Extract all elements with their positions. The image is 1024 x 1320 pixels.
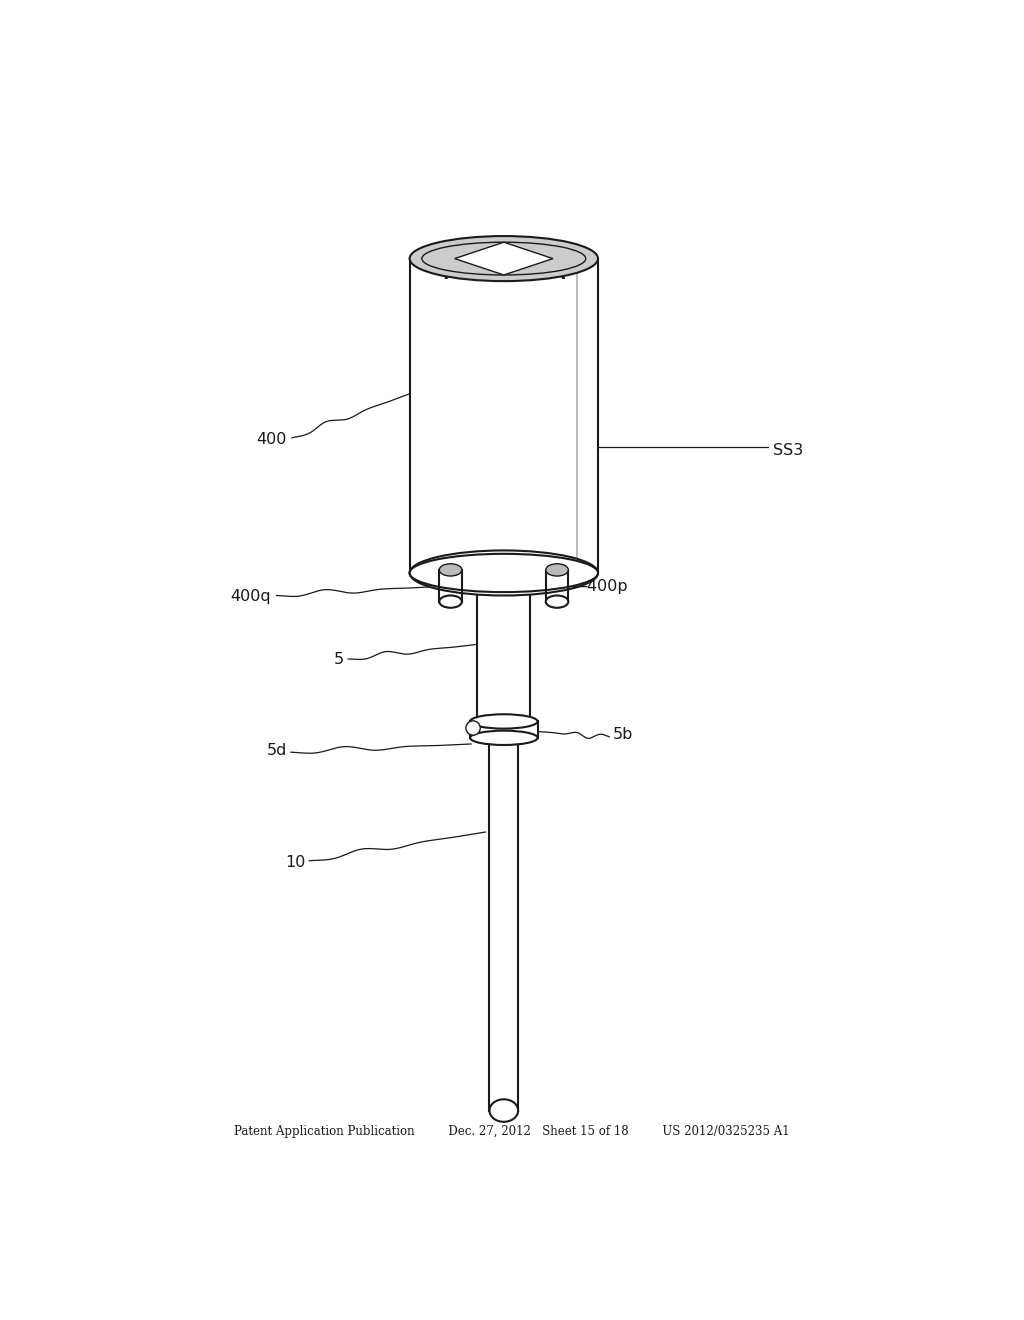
Text: 10: 10: [285, 855, 305, 870]
Ellipse shape: [422, 242, 586, 275]
Ellipse shape: [470, 714, 538, 729]
Ellipse shape: [410, 550, 598, 595]
Text: SS3: SS3: [773, 442, 804, 458]
Text: 400q: 400q: [230, 589, 271, 605]
Text: —400p: —400p: [571, 578, 628, 594]
Ellipse shape: [546, 564, 568, 576]
Ellipse shape: [470, 731, 538, 744]
Text: 5: 5: [334, 652, 344, 668]
Text: Patent Application Publication         Dec. 27, 2012   Sheet 15 of 18         US: Patent Application Publication Dec. 27, …: [234, 1125, 790, 1138]
Ellipse shape: [489, 1100, 518, 1122]
Circle shape: [466, 721, 480, 735]
Text: 400: 400: [256, 433, 287, 447]
Ellipse shape: [546, 595, 568, 607]
Text: FIG. 14A: FIG. 14A: [442, 257, 565, 285]
Text: 5b: 5b: [612, 727, 633, 742]
Ellipse shape: [410, 554, 598, 593]
Ellipse shape: [439, 595, 462, 607]
Polygon shape: [455, 242, 553, 275]
Ellipse shape: [410, 236, 598, 281]
Ellipse shape: [439, 564, 462, 576]
Text: 5d: 5d: [266, 743, 287, 758]
